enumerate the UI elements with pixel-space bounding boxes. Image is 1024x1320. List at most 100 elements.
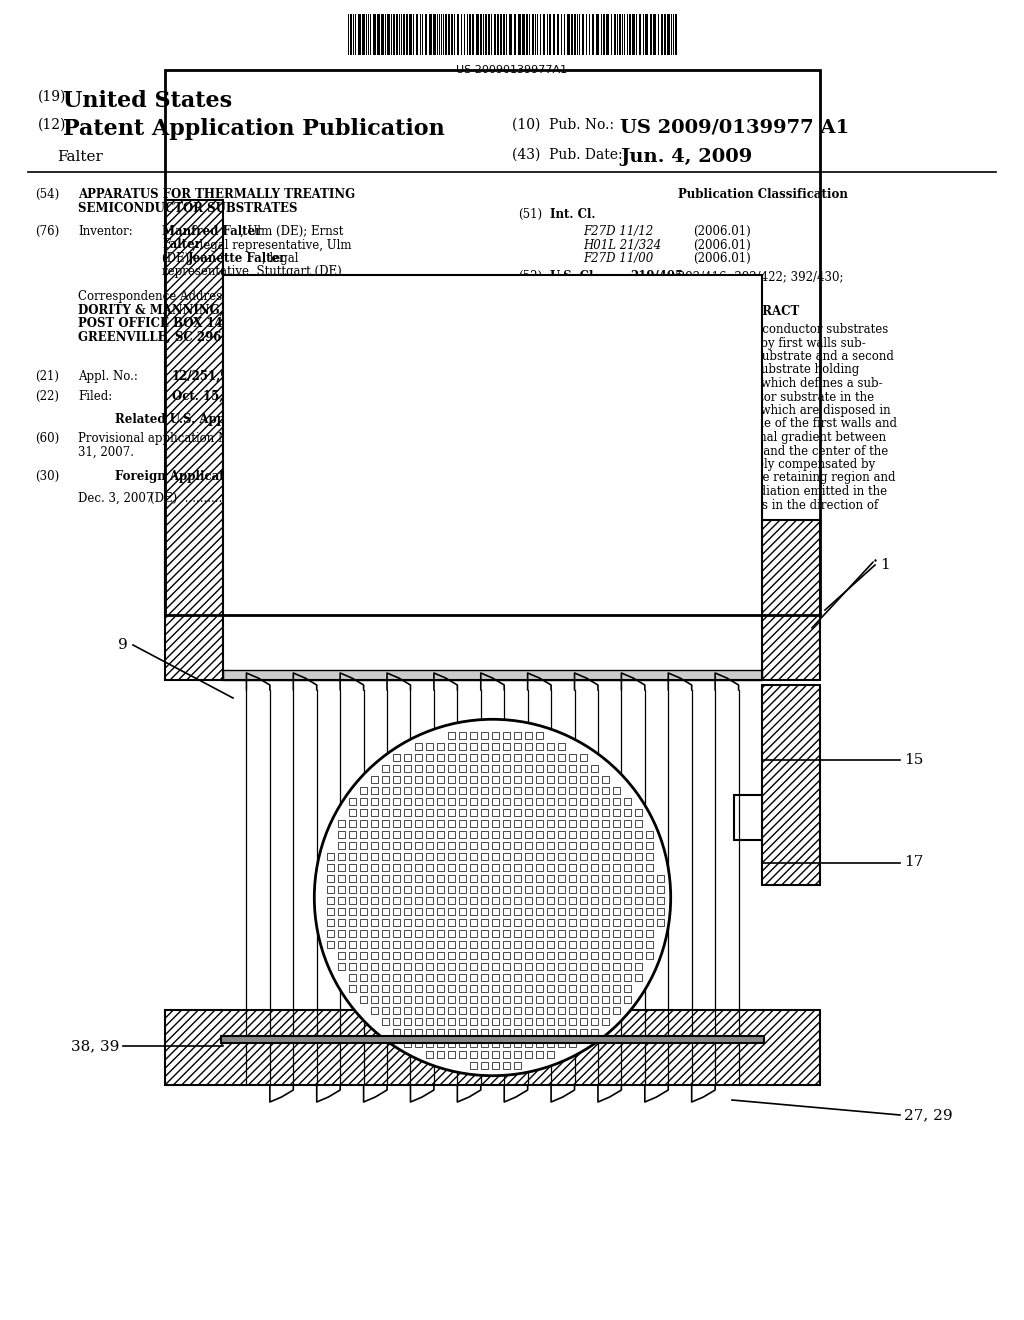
Bar: [349, 974, 355, 981]
Bar: [524, 908, 531, 915]
Bar: [371, 952, 378, 958]
Bar: [553, 15, 555, 55]
Bar: [426, 919, 433, 925]
Bar: [524, 952, 531, 958]
Text: 219/405: 219/405: [630, 271, 683, 282]
Text: processing space by the heating elements in the direction of: processing space by the heating elements…: [518, 499, 879, 511]
Bar: [591, 797, 598, 805]
Bar: [165, 201, 223, 680]
Bar: [656, 886, 664, 892]
Bar: [459, 929, 466, 937]
Bar: [645, 15, 648, 55]
Text: Int. Cl.: Int. Cl.: [550, 209, 596, 220]
Bar: [382, 929, 389, 937]
Bar: [762, 685, 820, 884]
Bar: [437, 962, 443, 970]
Bar: [349, 896, 355, 904]
Bar: [481, 896, 487, 904]
Bar: [481, 863, 487, 871]
Bar: [524, 731, 531, 739]
Text: device disposed in the processing space which defines a sub-: device disposed in the processing space …: [518, 378, 883, 389]
Bar: [602, 853, 609, 859]
Bar: [503, 787, 510, 793]
Bar: [503, 764, 510, 772]
Bar: [481, 743, 487, 750]
Text: (60): (60): [35, 432, 59, 445]
Bar: [602, 952, 609, 958]
Bar: [558, 985, 565, 991]
Bar: [393, 974, 399, 981]
Bar: [447, 809, 455, 816]
Bar: [602, 820, 609, 826]
Bar: [624, 962, 631, 970]
Bar: [371, 820, 378, 826]
Bar: [524, 962, 531, 970]
Bar: [396, 15, 398, 55]
Text: (57): (57): [518, 305, 543, 318]
Bar: [762, 520, 820, 680]
Bar: [481, 875, 487, 882]
Bar: [338, 941, 345, 948]
Bar: [558, 797, 565, 805]
Bar: [382, 952, 389, 958]
Bar: [558, 809, 565, 816]
Bar: [635, 875, 642, 882]
Bar: [459, 853, 466, 859]
Bar: [568, 929, 575, 937]
Bar: [612, 995, 620, 1003]
Text: Jun. 4, 2009: Jun. 4, 2009: [620, 148, 753, 166]
Bar: [492, 820, 499, 826]
Text: , legal: , legal: [262, 252, 299, 265]
Bar: [359, 952, 367, 958]
Bar: [327, 896, 334, 904]
Bar: [359, 875, 367, 882]
Bar: [635, 830, 642, 838]
Bar: [481, 995, 487, 1003]
Bar: [536, 1028, 543, 1036]
Bar: [624, 886, 631, 892]
Bar: [536, 754, 543, 760]
Bar: [568, 787, 575, 793]
Text: the heating elements which limits the radiation emitted in the: the heating elements which limits the ra…: [518, 484, 887, 498]
Bar: [382, 853, 389, 859]
Bar: [646, 919, 653, 925]
Bar: [447, 797, 455, 805]
Bar: [591, 1018, 598, 1024]
Bar: [403, 941, 411, 948]
Text: (52): (52): [518, 271, 542, 282]
Bar: [447, 974, 455, 981]
Bar: [524, 1051, 531, 1057]
Bar: [381, 15, 384, 55]
Bar: [459, 919, 466, 925]
Bar: [359, 941, 367, 948]
Bar: [371, 962, 378, 970]
Bar: [371, 787, 378, 793]
Bar: [470, 1040, 477, 1047]
Bar: [580, 962, 587, 970]
Bar: [437, 919, 443, 925]
Bar: [536, 985, 543, 991]
Bar: [524, 1007, 531, 1014]
Bar: [470, 1028, 477, 1036]
Text: Falter: Falter: [162, 239, 201, 252]
Bar: [591, 830, 598, 838]
Bar: [580, 1018, 587, 1024]
Text: Filed:: Filed:: [78, 389, 113, 403]
Bar: [580, 820, 587, 826]
Bar: [470, 929, 477, 937]
Bar: [481, 886, 487, 892]
Bar: [437, 941, 443, 948]
Text: US 20090139977A1: US 20090139977A1: [457, 65, 567, 75]
Bar: [536, 820, 543, 826]
Bar: [612, 842, 620, 849]
Bar: [447, 985, 455, 991]
Bar: [415, 875, 422, 882]
Bar: [514, 896, 521, 904]
Bar: [371, 809, 378, 816]
Bar: [524, 875, 531, 882]
Bar: [447, 776, 455, 783]
Bar: [371, 908, 378, 915]
Bar: [470, 754, 477, 760]
Bar: [393, 1018, 399, 1024]
Bar: [612, 863, 620, 871]
